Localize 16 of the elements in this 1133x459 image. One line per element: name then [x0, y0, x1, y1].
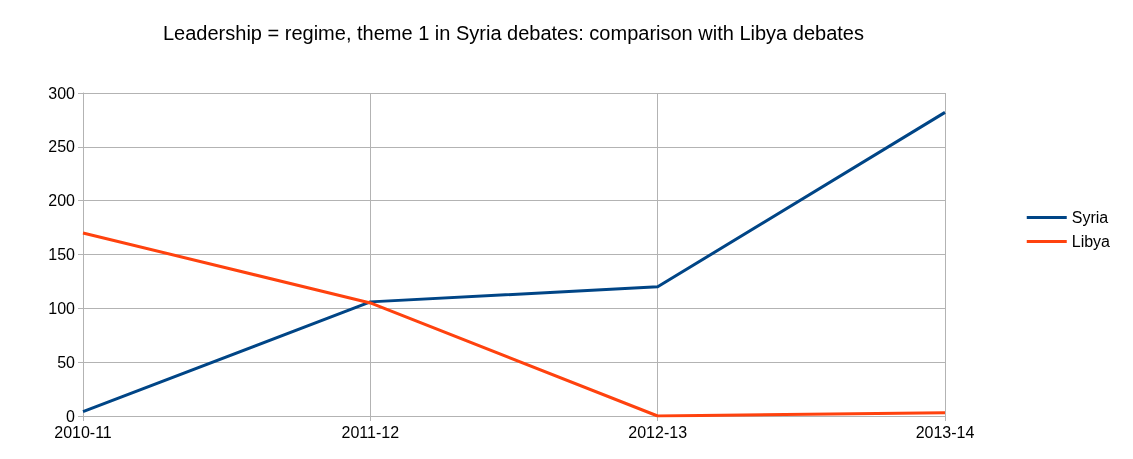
y-tick-label: 300: [48, 84, 76, 102]
y-tick-label: 200: [48, 192, 76, 210]
line-series: [81, 231, 947, 418]
y-tick-label: 100: [48, 299, 76, 317]
y-tick-label: 250: [48, 138, 76, 156]
line-series: [81, 110, 947, 414]
x-tick-label: 2010-11: [54, 423, 112, 441]
legend-label: Libya: [1071, 233, 1111, 250]
y-tick-label: 50: [57, 353, 76, 371]
x-tick-label: 2013-14: [915, 423, 975, 441]
x-tick-label: 2012-13: [628, 423, 688, 441]
chart-title: Leadership = regime, theme 1 in Syria debates: comparison with Libya debates: [163, 22, 864, 44]
legend-label: Syria: [1071, 209, 1109, 226]
y-tick-label: 0: [66, 407, 76, 425]
x-tick-label: 2011-12: [341, 423, 400, 441]
y-tick-label: 150: [48, 246, 76, 263]
